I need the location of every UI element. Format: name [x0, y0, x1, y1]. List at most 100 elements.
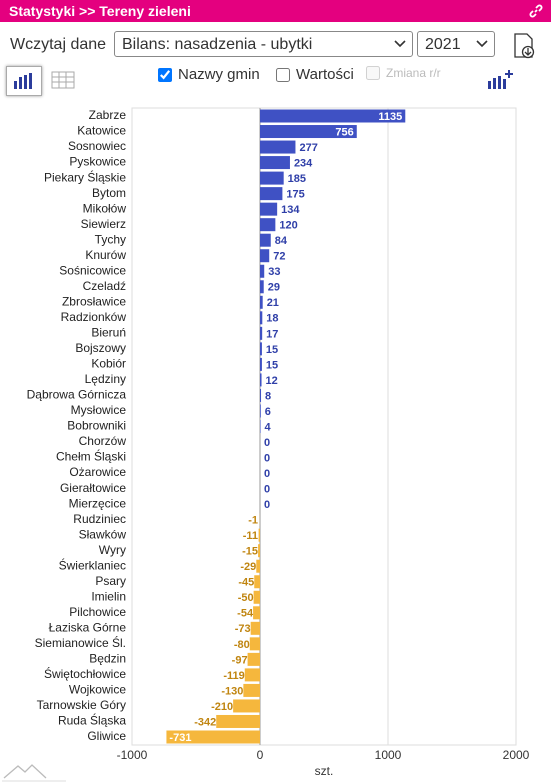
value-label: 277 [299, 142, 317, 154]
category-label: Bytom [92, 186, 126, 200]
load-label: Wczytaj dane [10, 36, 107, 53]
x-tick-label: 1000 [375, 748, 402, 762]
bar [260, 373, 262, 387]
category-label: Ruda Śląska [58, 713, 126, 728]
bar [260, 326, 263, 340]
bar [260, 218, 276, 232]
category-label: Tychy [95, 232, 126, 246]
bar-plus-icon [488, 70, 513, 89]
checkbox-names[interactable]: Nazwy gmin [158, 66, 260, 83]
value-label: 8 [265, 390, 271, 402]
bar [243, 683, 260, 697]
category-label: Chełm Śląski [56, 449, 126, 464]
value-label: -731 [169, 732, 191, 744]
bar [249, 637, 260, 651]
bar [260, 187, 283, 201]
category-label: Gierałtowice [60, 481, 126, 495]
category-label: Mierzęcice [69, 496, 127, 510]
x-tick-label: -1000 [117, 748, 148, 762]
value-label: -80 [234, 639, 250, 651]
chart-view-button[interactable] [6, 66, 42, 96]
year-select[interactable]: 2021 [417, 31, 495, 57]
bar [260, 357, 262, 371]
checkbox[interactable] [276, 67, 290, 82]
category-label: Będzin [89, 652, 126, 666]
value-label: -54 [237, 608, 254, 620]
x-tick-label: 0 [257, 748, 264, 762]
value-label: 0 [264, 452, 270, 464]
bar [260, 420, 261, 433]
dataset-value: Bilans: nasadzenia - ubytki [122, 36, 313, 53]
category-label: Czeladź [83, 279, 126, 293]
category-label: Bobrowniki [67, 419, 126, 433]
header-title: Statystyki >> Tereny zieleni [9, 3, 191, 19]
category-label: Sośnicowice [59, 263, 126, 277]
category-label: Siewierz [81, 217, 126, 231]
bar [216, 714, 260, 728]
checkbox-change[interactable]: Zmiana r/r [366, 66, 441, 80]
header: Statystyki >> Tereny zieleni [0, 0, 551, 22]
category-label: Bojszowy [75, 341, 126, 355]
add-chart-button[interactable] [484, 66, 516, 96]
value-label: 72 [273, 251, 285, 263]
bar [254, 575, 260, 589]
bar [260, 109, 406, 123]
bar [260, 342, 262, 356]
bar [253, 606, 260, 620]
bar [244, 668, 260, 682]
checkbox-values[interactable]: Wartości [276, 66, 354, 83]
bar [253, 590, 260, 604]
value-label: 134 [281, 204, 300, 216]
value-label: -342 [194, 716, 216, 728]
checkbox[interactable] [366, 66, 380, 80]
bar [260, 156, 290, 170]
table-icon [51, 71, 75, 89]
bar [258, 544, 260, 558]
value-label: 0 [264, 468, 270, 480]
value-label: 6 [265, 406, 271, 418]
value-label: -210 [211, 701, 233, 713]
logo [2, 764, 66, 782]
bar [260, 202, 278, 216]
bar [250, 621, 260, 635]
category-label: Wojkowice [69, 683, 126, 697]
bar-icon [14, 73, 32, 89]
category-label: Gliwice [87, 729, 126, 743]
value-label: 15 [266, 344, 278, 356]
value-label: -29 [240, 561, 256, 573]
category-label: Zabrze [89, 108, 127, 122]
category-label: Tarnowskie Góry [37, 698, 126, 712]
table-view-button[interactable] [47, 66, 79, 96]
category-label: Pyskowice [69, 155, 126, 169]
category-label: Radzionków [61, 310, 127, 324]
value-label: -97 [232, 654, 248, 666]
category-label: Dąbrowa Górnicza [27, 388, 127, 402]
category-label: Piekary Śląskie [44, 169, 126, 184]
value-label: 33 [268, 266, 280, 278]
value-label: 0 [264, 484, 270, 496]
value-label: 18 [266, 313, 278, 325]
bar [256, 559, 260, 573]
bar [260, 233, 271, 247]
category-label: Katowice [77, 124, 126, 138]
checkbox-label: Nazwy gmin [178, 66, 260, 83]
dataset-select[interactable]: Bilans: nasadzenia - ubytki [114, 31, 413, 57]
bar [260, 280, 264, 294]
bar [260, 249, 270, 263]
value-label: -119 [223, 670, 244, 682]
bar [258, 528, 260, 542]
bar [247, 652, 260, 666]
link-icon[interactable] [529, 4, 543, 18]
checkbox-label: Zmiana r/r [386, 66, 441, 80]
checkbox-label: Wartości [296, 66, 354, 83]
value-label: 15 [266, 359, 278, 371]
category-label: Mikołów [83, 201, 127, 215]
export-icon[interactable] [510, 32, 538, 60]
checkbox[interactable] [158, 67, 172, 82]
category-label: Psary [95, 574, 126, 588]
category-label: Łaziska Górne [49, 620, 127, 634]
value-label: 120 [279, 220, 297, 232]
value-label: -130 [221, 685, 243, 697]
value-label: -11 [243, 530, 258, 542]
